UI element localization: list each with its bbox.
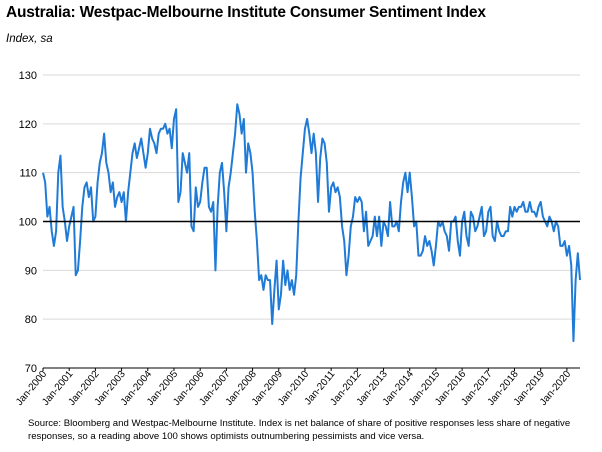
y-tick-label: 110 (19, 168, 37, 180)
y-tick-label: 100 (19, 217, 37, 229)
chart-subtitle: Index, sa (6, 33, 53, 45)
y-tick-label: 130 (19, 70, 37, 82)
y-tick-label: 70 (25, 363, 37, 375)
y-tick-label: 90 (25, 265, 37, 277)
source-note: Source: Bloomberg and Westpac-Melbourne … (28, 418, 571, 442)
series-line (42, 103, 581, 343)
y-tick-label: 80 (25, 314, 37, 326)
chart-title: Australia: Westpac-Melbourne Institute C… (6, 4, 486, 21)
y-tick-label: 120 (19, 119, 37, 131)
